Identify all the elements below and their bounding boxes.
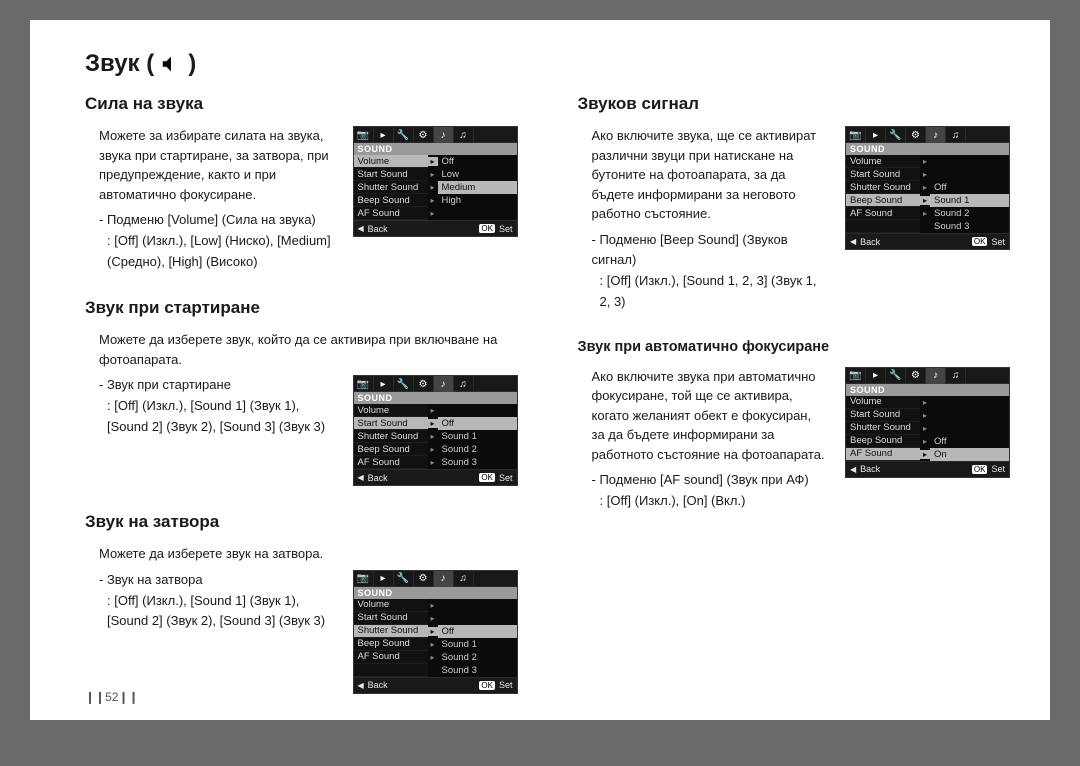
- section-title: Сила на звука: [85, 94, 518, 114]
- submenu-values: : [Off] (Изкл.), [Sound 1] (Звук 1), [So…: [107, 591, 333, 633]
- section-desc: Ако включите звука, ще се активират разл…: [592, 126, 826, 224]
- section-beep: Звуков сигнал Ако включите звука, ще се …: [578, 94, 1011, 313]
- title-prefix: Звук (: [85, 50, 154, 78]
- section-shutter-sound: Звук на затвора Можете да изберете звук …: [85, 512, 518, 694]
- submenu-lead: - Подменю [Volume] (Сила на звука): [99, 210, 333, 231]
- section-desc: Можете да изберете звук на затвора.: [99, 544, 518, 564]
- submenu-lead: - Подменю [AF sound] (Звук при АФ): [592, 470, 826, 491]
- submenu-values: : [Off] (Изкл.), [Sound 1, 2, 3] (Звук 1…: [600, 271, 826, 313]
- lcd-shutter: 📷▸🔧⚙♪♫SOUNDVolume▸Start Sound▸Shutter So…: [353, 570, 518, 694]
- page-number: ❙❙52❙❙: [85, 690, 139, 704]
- left-column: Сила на звука Можете за избирате силата …: [85, 94, 518, 720]
- columns: Сила на звука Можете за избирате силата …: [85, 94, 1010, 720]
- lcd-volume: 📷▸🔧⚙♪♫SOUNDVolume▸OffStart Sound▸LowShut…: [353, 126, 518, 237]
- lcd-af: 📷▸🔧⚙♪♫SOUNDVolume▸Start Sound▸Shutter So…: [845, 367, 1010, 478]
- page-title: Звук ( ): [85, 50, 1010, 78]
- section-title: Звук на затвора: [85, 512, 518, 532]
- speaker-icon: [160, 53, 182, 75]
- submenu-lead: - Звук при стартиране: [99, 375, 333, 396]
- title-suffix: ): [188, 50, 196, 78]
- submenu-lead: - Подменю [Beep Sound] (Звуков сигнал): [592, 230, 826, 272]
- section-title: Звук при автоматично фокусиране: [578, 339, 1011, 355]
- lcd-start: 📷▸🔧⚙♪♫SOUNDVolume▸Start Sound▸OffShutter…: [353, 375, 518, 486]
- submenu-values: : [Off] (Изкл.), [Low] (Ниско), [Medium]…: [107, 231, 333, 273]
- submenu-values: : [Off] (Изкл.), [On] (Вкл.): [600, 491, 826, 512]
- submenu-lead: - Звук на затвора: [99, 570, 333, 591]
- section-af-sound: Звук при автоматично фокусиране Ако вклю…: [578, 339, 1011, 512]
- right-column: Звуков сигнал Ако включите звука, ще се …: [578, 94, 1011, 720]
- section-title: Звуков сигнал: [578, 94, 1011, 114]
- section-title: Звук при стартиране: [85, 298, 518, 318]
- section-desc: Ако включите звука при автоматично фокус…: [592, 367, 826, 465]
- section-volume: Сила на звука Можете за избирате силата …: [85, 94, 518, 272]
- manual-page: Звук ( ) Сила на звука Можете за избират…: [30, 20, 1050, 720]
- section-desc: Можете да изберете звук, който да се акт…: [99, 330, 518, 369]
- section-start-sound: Звук при стартиране Можете да изберете з…: [85, 298, 518, 486]
- lcd-beep: 📷▸🔧⚙♪♫SOUNDVolume▸Start Sound▸Shutter So…: [845, 126, 1010, 250]
- submenu-values: : [Off] (Изкл.), [Sound 1] (Звук 1), [So…: [107, 396, 333, 438]
- section-desc: Можете за избирате силата на звука, звук…: [99, 126, 333, 204]
